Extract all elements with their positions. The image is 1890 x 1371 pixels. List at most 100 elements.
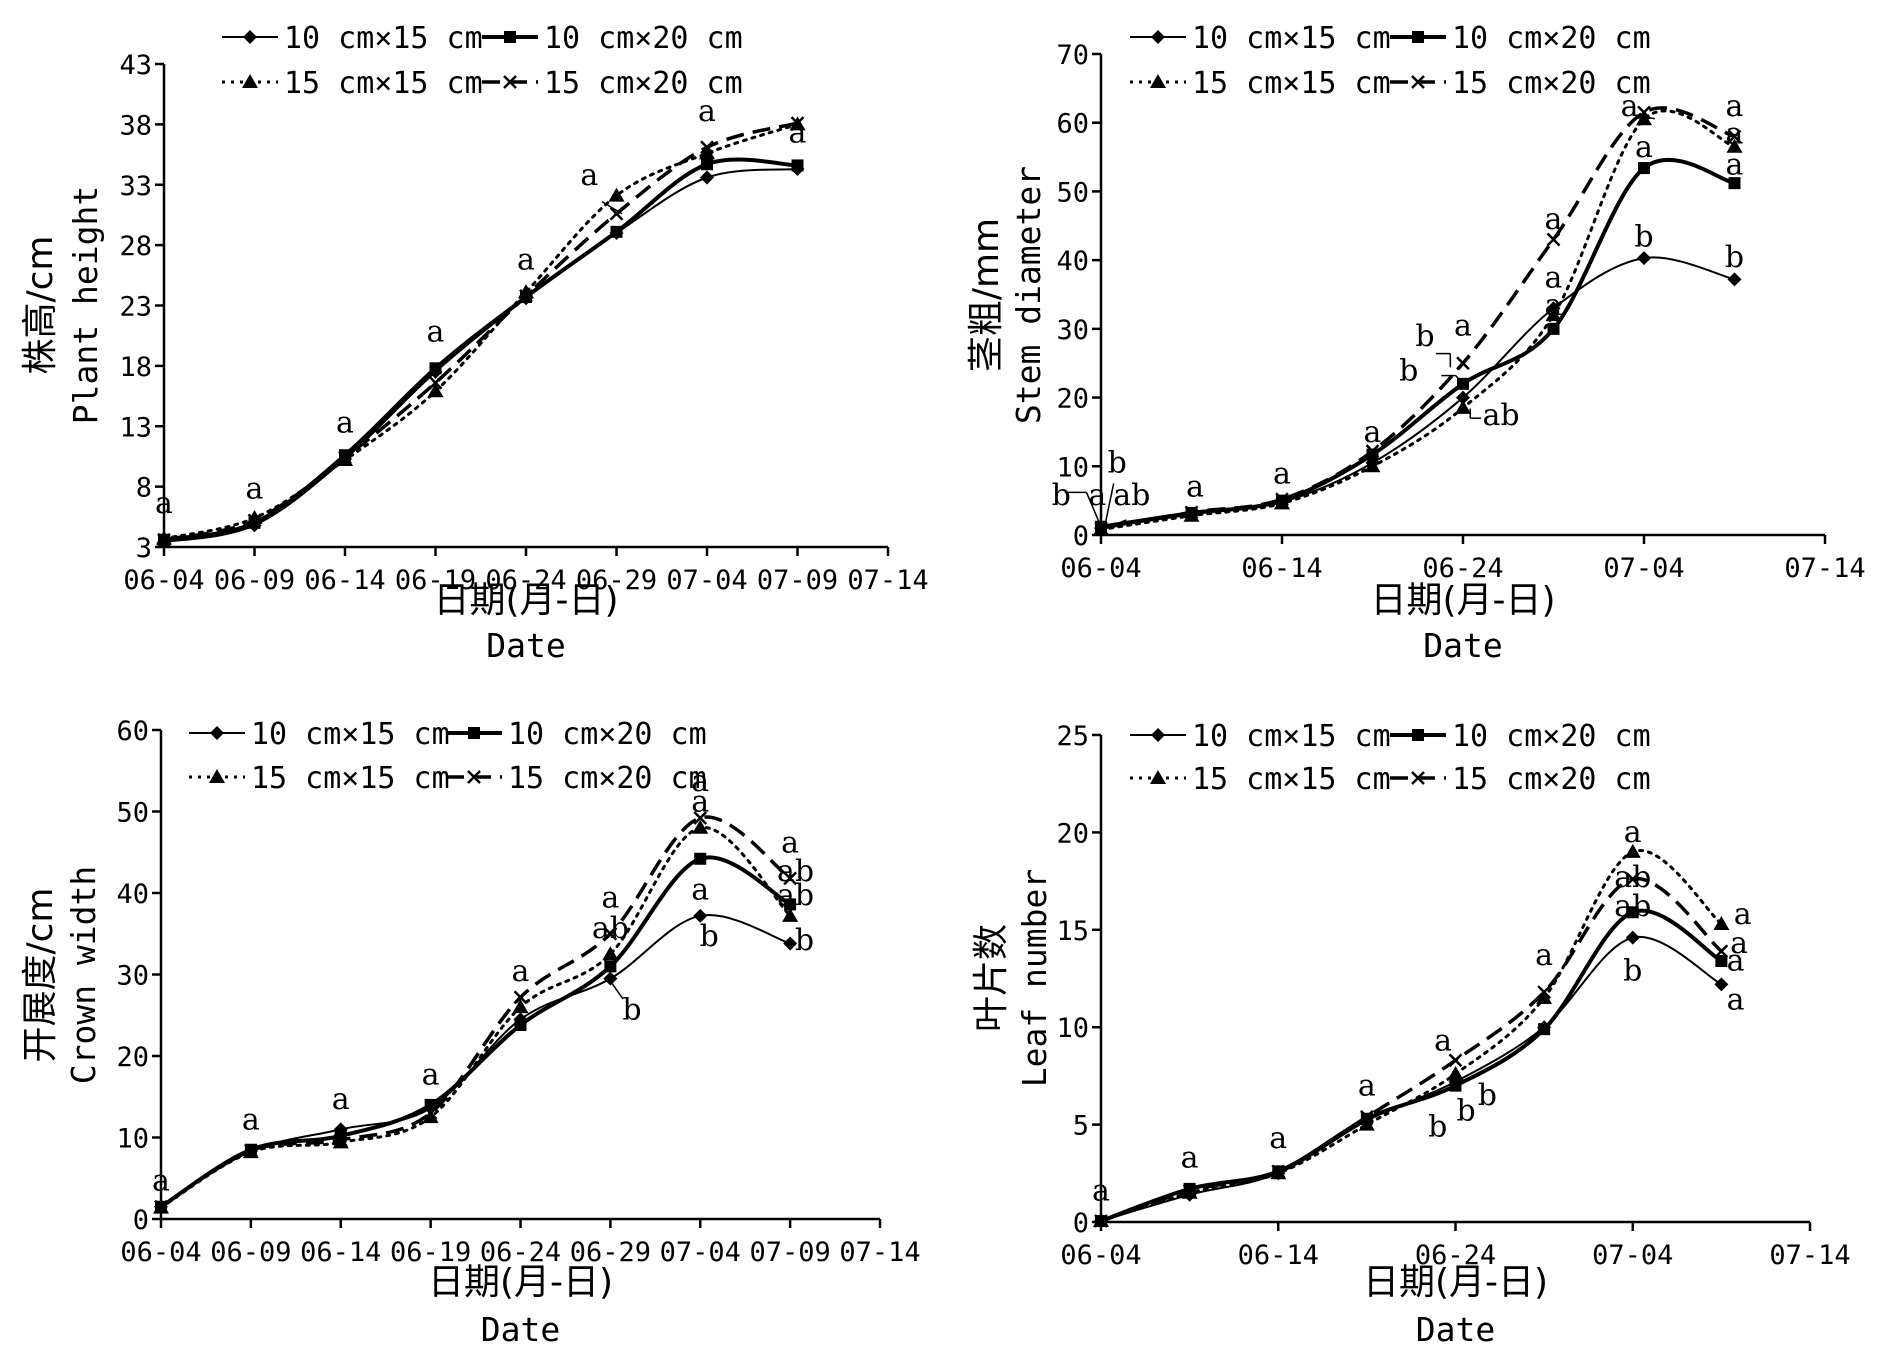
legend-label: 15 cm×15 cm: [284, 66, 483, 101]
significance-label: ab: [777, 878, 814, 913]
legend-label: 10 cm×20 cm: [544, 21, 743, 56]
x-tick-label: 06-29: [570, 1237, 651, 1268]
significance-label: a: [336, 405, 354, 440]
legend-label: 10 cm×20 cm: [1452, 719, 1651, 754]
data-point-marker: [1638, 162, 1650, 175]
series-line-1: [160, 914, 791, 1208]
significance-label: a: [1545, 202, 1563, 237]
y-tick-label: 20: [1056, 384, 1089, 415]
legend-label: 15 cm×20 cm: [544, 66, 743, 101]
significance-label: ab: [1614, 889, 1651, 924]
y-tick-label: 30: [116, 961, 149, 992]
significance-label: b: [1623, 953, 1642, 988]
data-point-marker: [338, 450, 352, 465]
legend-marker: [243, 30, 257, 44]
significance-label: a: [580, 158, 598, 193]
legend-label: 15 cm×15 cm: [251, 761, 450, 796]
legend-marker: [467, 770, 481, 784]
x-tick-label: 07-04: [666, 565, 747, 596]
y-tick-label: 50: [1056, 177, 1089, 208]
data-point-marker: [609, 206, 624, 221]
data-point-marker: [694, 852, 707, 865]
legend-label: 10 cm×15 cm: [284, 21, 483, 56]
data-point-marker: [1714, 944, 1729, 959]
significance-label: a: [698, 94, 716, 129]
data-point-marker: [1274, 495, 1290, 510]
x-tick-label: 06-09: [214, 565, 295, 596]
data-point-marker: [1456, 356, 1470, 371]
data-point-marker: [428, 375, 443, 390]
data-point-marker: [790, 116, 805, 131]
y-tick-label: 30: [1056, 315, 1089, 346]
x-tick-label: 07-09: [757, 565, 838, 596]
significance-label: a: [1181, 1140, 1199, 1175]
legend-marker: [1151, 728, 1165, 742]
x-tick-label: 07-04: [1603, 553, 1684, 584]
legend-label: 15 cm×15 cm: [1192, 762, 1391, 797]
legend-marker: [1411, 771, 1425, 785]
x-tick-label: 06-19: [390, 1237, 471, 1268]
significance-label: a: [1621, 89, 1639, 124]
significance-label: a: [781, 825, 799, 860]
significance-label: a: [1727, 944, 1745, 979]
significance-label: a: [691, 873, 709, 908]
significance-label: ab: [1482, 398, 1519, 433]
data-point-marker: [608, 187, 625, 202]
annotation-leader-line: [1642, 116, 1655, 120]
legend-label: 15 cm×20 cm: [1452, 762, 1651, 797]
data-point-marker: [693, 908, 708, 923]
data-point-marker: [1447, 1065, 1464, 1080]
y-tick-label: 10: [116, 1124, 149, 1155]
data-point-marker: [1636, 111, 1652, 126]
significance-label: a: [517, 242, 535, 277]
data-point-marker: [1364, 458, 1381, 473]
data-point-marker: [1538, 1023, 1551, 1036]
significance-label: a: [1726, 116, 1744, 151]
significance-label: a: [1273, 456, 1291, 491]
x-tick-label: 06-24: [485, 565, 566, 596]
data-point-marker: [603, 971, 618, 986]
data-point-marker: [424, 1098, 437, 1111]
annotation-leader-line: [609, 980, 624, 1000]
series-line-4: [160, 815, 792, 1209]
data-point-marker: [333, 1133, 348, 1147]
y-axis-title-en: Stem diameter: [1009, 166, 1048, 424]
x-axis-title-en: Date: [481, 1310, 560, 1349]
data-point-marker: [513, 990, 528, 1005]
data-point-marker: [429, 362, 442, 375]
data-point-marker: [1714, 977, 1729, 992]
x-tick-label: 06-24: [1415, 1240, 1496, 1271]
data-point-marker: [1455, 399, 1471, 414]
legend-label: 10 cm×20 cm: [508, 717, 707, 752]
annotation-leader-line: [1103, 483, 1115, 527]
significance-label: ab: [1113, 478, 1150, 513]
significance-label: a: [1727, 983, 1745, 1018]
legend-marker: [1151, 30, 1165, 44]
data-point-marker: [422, 1109, 439, 1124]
significance-label: a: [1734, 897, 1752, 932]
significance-label: a: [246, 472, 264, 507]
x-axis-title-en: Date: [1423, 626, 1502, 665]
significance-label: b: [700, 919, 719, 954]
data-point-marker: [1637, 105, 1651, 120]
legend: 10 cm×15 cm 10 cm×20 cm 15 cm×15 cm 15 cm×2…: [1130, 21, 1651, 101]
x-tick-label: 06-14: [300, 1237, 381, 1268]
significance-label: a: [1269, 1121, 1287, 1156]
data-point-marker: [427, 383, 444, 398]
data-point-marker: [1365, 444, 1380, 459]
significance-label: a: [789, 115, 807, 150]
x-axis-title-en: Date: [1416, 1310, 1495, 1349]
legend-label: 10 cm×15 cm: [251, 717, 450, 752]
series-line-3: [162, 122, 799, 541]
significance-label: a: [152, 1163, 170, 1198]
data-point-marker: [700, 140, 714, 155]
y-tick-label: 8: [136, 473, 152, 504]
y-tick-label: 10: [1056, 452, 1089, 483]
series-line-3: [1099, 849, 1723, 1223]
data-point-marker: [1358, 1116, 1375, 1131]
x-tick-label: 06-14: [304, 565, 385, 596]
y-tick-label: 38: [119, 110, 152, 141]
y-tick-label: 0: [1073, 1208, 1089, 1239]
